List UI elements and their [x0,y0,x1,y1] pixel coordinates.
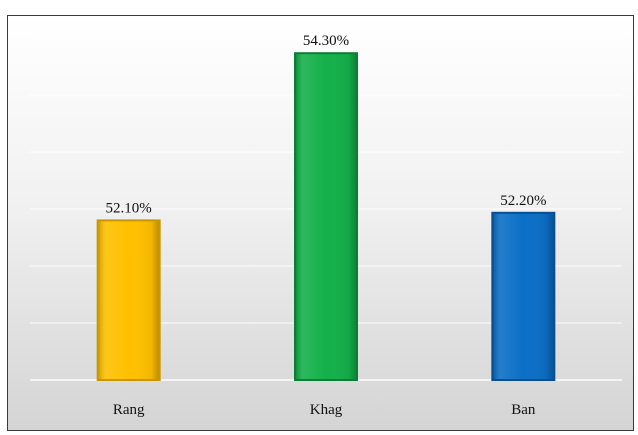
data-label-ban: 52.20% [500,193,546,209]
bar-bevel-rang [98,221,159,379]
x-axis-tick-labels: Rang Khag Ban [113,402,536,418]
bar-bevel-khag [296,54,356,379]
x-tick-label-rang: Rang [113,402,145,418]
data-label-khag: 54.30% [303,33,349,49]
x-tick-label-ban: Ban [511,402,536,418]
x-tick-label-khag: Khag [310,402,343,418]
bar-chart: 52.10% 54.30% 52.20% Rang Khag Ban [30,33,622,418]
bars [96,52,556,381]
data-label-rang: 52.10% [106,200,152,216]
chart-frame: 52.10% 54.30% 52.20% Rang Khag Ban [7,15,634,431]
bar-bevel-ban [493,213,554,379]
data-labels: 52.10% 54.30% 52.20% [106,33,547,216]
